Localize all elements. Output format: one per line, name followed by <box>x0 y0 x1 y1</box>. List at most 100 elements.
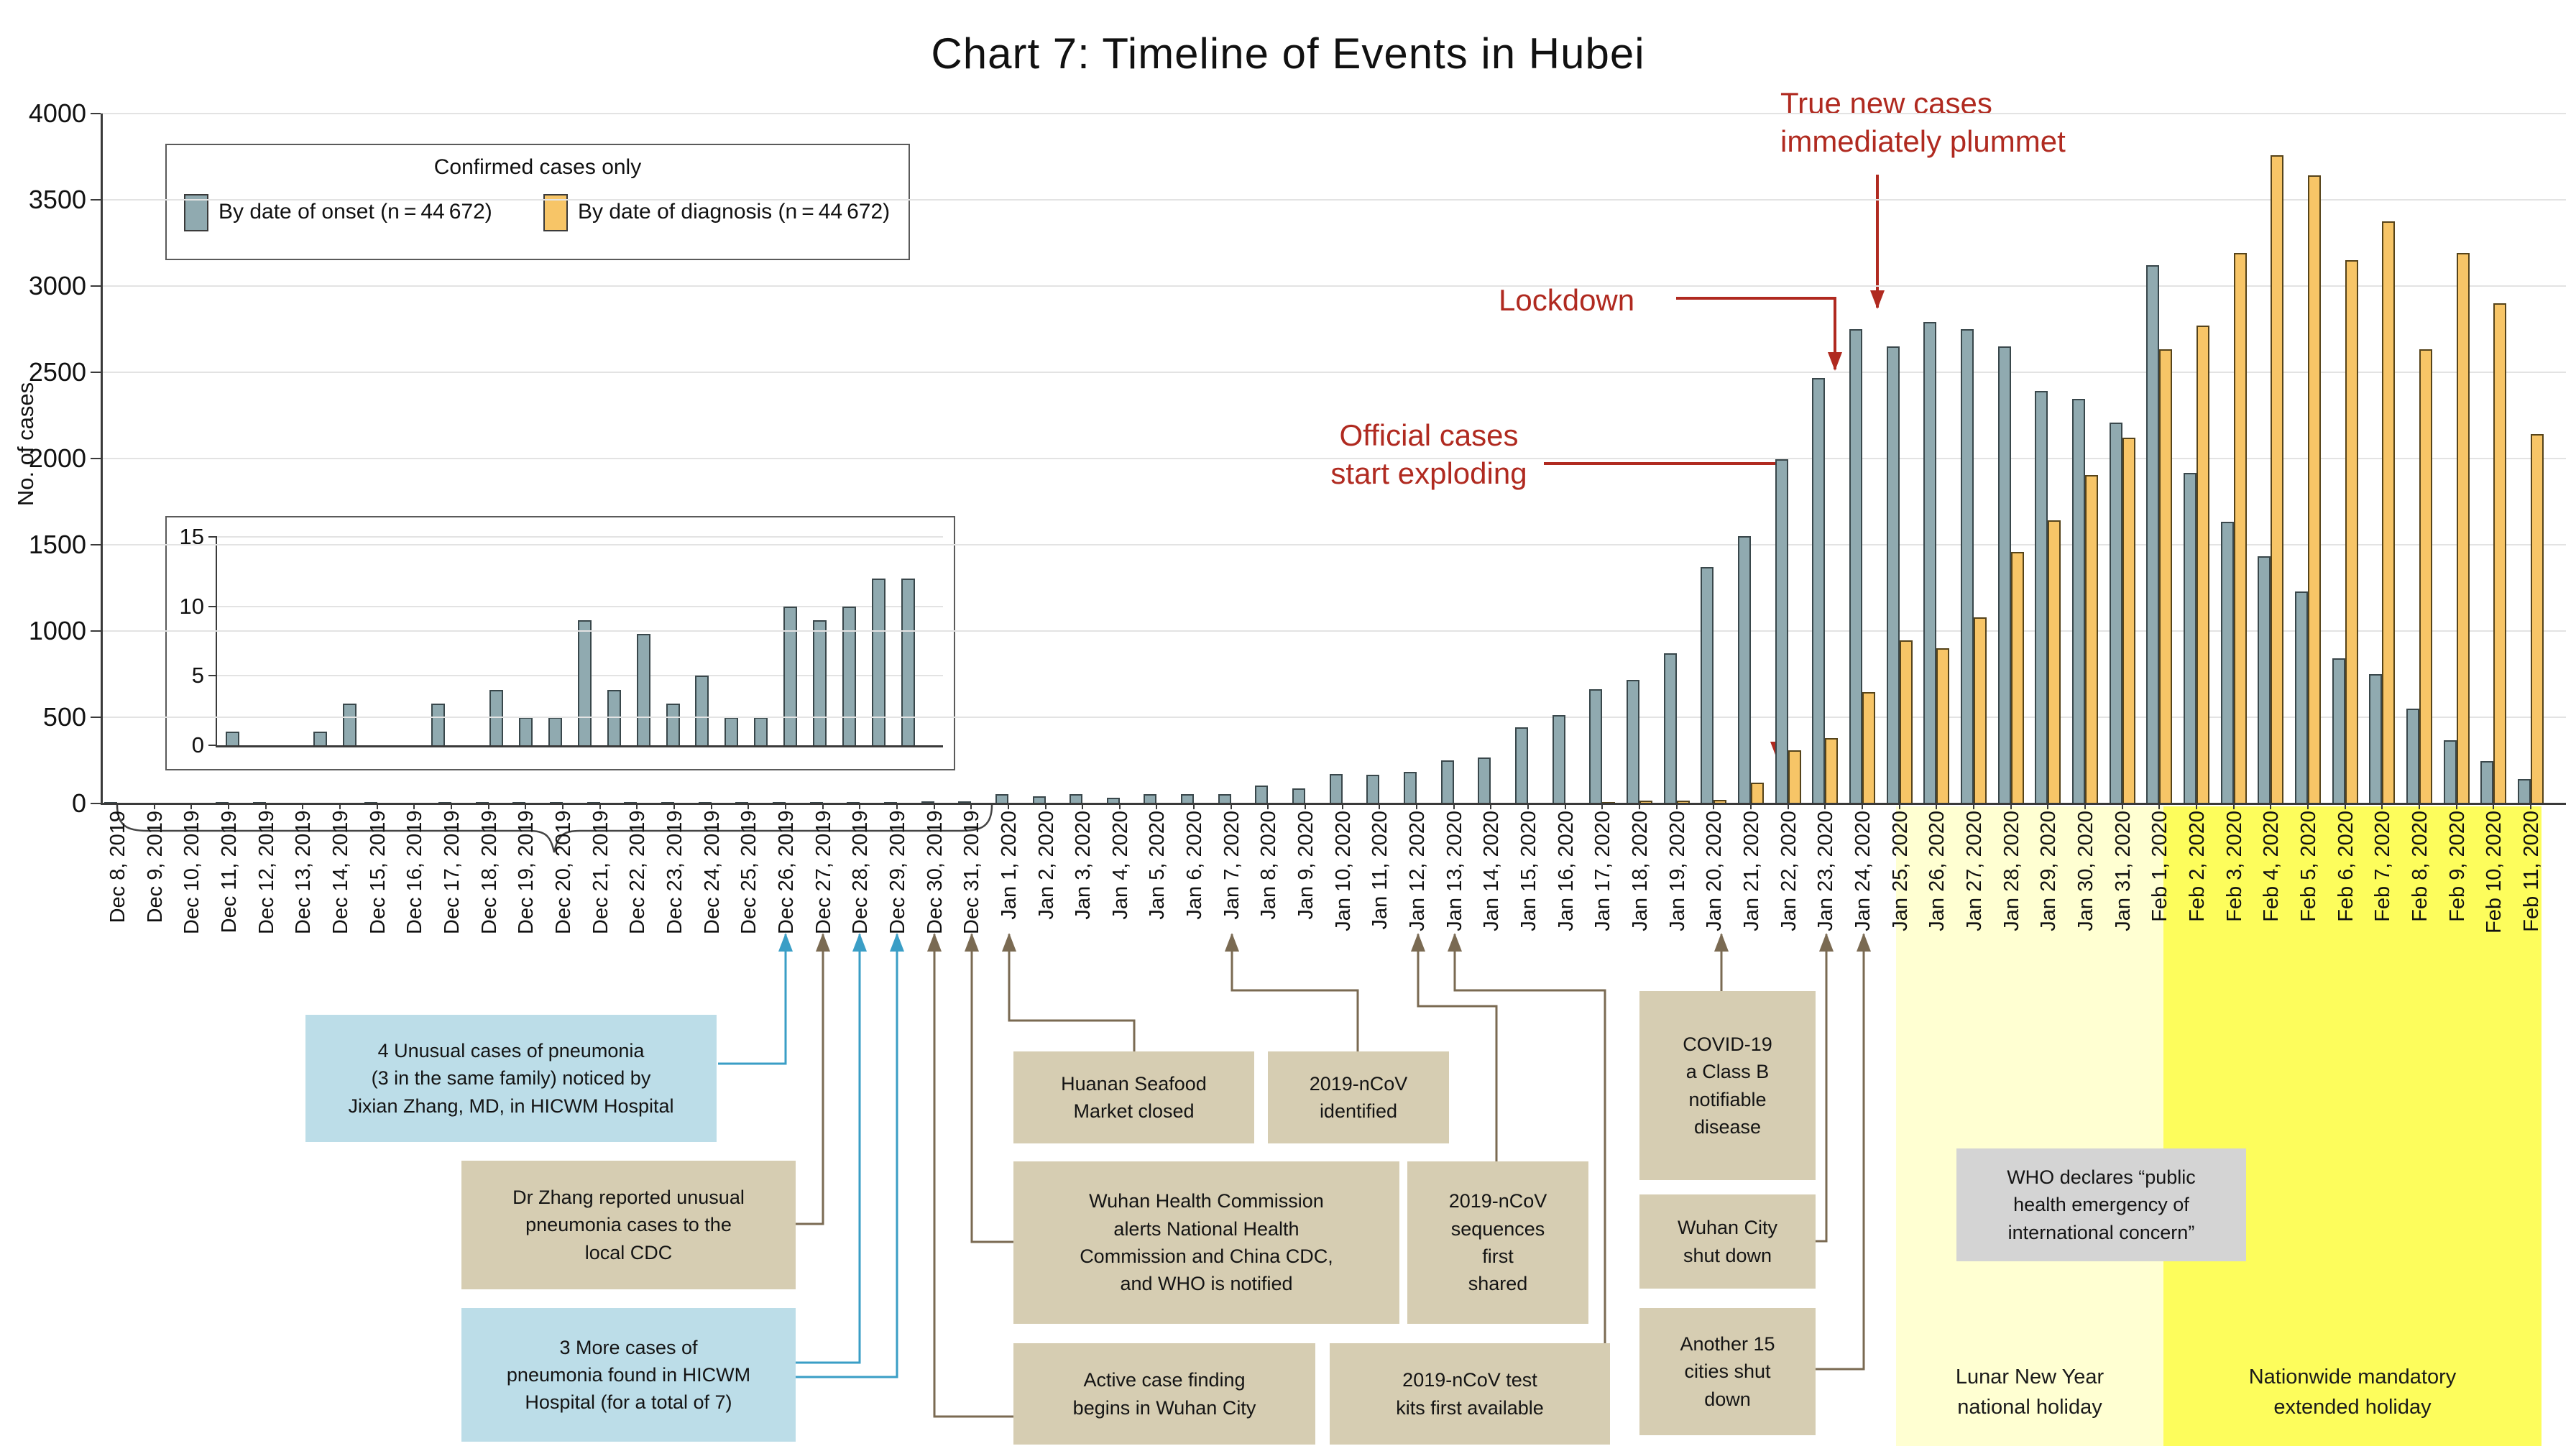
inset-gridline-15 <box>217 535 943 538</box>
inset-ylabel-5: 5 <box>191 663 204 689</box>
x-label-Jan 21, 2020: Jan 21, 2020 <box>1740 811 1764 931</box>
arrowhead-dec31-to-whc <box>965 933 979 952</box>
x-label-Jan 31, 2020: Jan 31, 2020 <box>2111 811 2135 931</box>
x-tick-Dec 25, 2019 <box>748 803 750 809</box>
x-label-Dec 13, 2019: Dec 13, 2019 <box>292 810 316 934</box>
x-tick-Feb 9, 2020 <box>2455 803 2457 809</box>
y-tick-label-1000: 1000 <box>28 616 86 645</box>
holiday-band-nationwide <box>2163 806 2542 1446</box>
x-label-Dec 30, 2019: Dec 30, 2019 <box>923 810 947 934</box>
y-tick-2500 <box>91 372 101 373</box>
x-label-Jan 8, 2020: Jan 8, 2020 <box>1257 811 1281 920</box>
bar-onset-Jan 15, 2020 <box>1515 727 1529 803</box>
x-tick-Jan 13, 2020 <box>1453 803 1455 809</box>
x-label-Dec 15, 2019: Dec 15, 2019 <box>366 810 390 934</box>
x-tick-Dec 23, 2019 <box>673 803 675 809</box>
x-label-Jan 5, 2020: Jan 5, 2020 <box>1146 811 1169 920</box>
x-tick-Dec 19, 2019 <box>525 803 527 809</box>
x-tick-Dec 9, 2019 <box>153 803 155 809</box>
x-label-Jan 28, 2020: Jan 28, 2020 <box>2000 811 2023 931</box>
box-drzhang: Dr Zhang reported unusual pneumonia cases… <box>461 1161 796 1289</box>
x-tick-Dec 29, 2019 <box>896 803 898 809</box>
bar-onset-Dec 27, 2019 <box>809 801 823 803</box>
y-gridline-1000 <box>101 630 2566 632</box>
x-label-Dec 12, 2019: Dec 12, 2019 <box>254 810 278 934</box>
arrowhead-jan7-to-ncovid <box>1225 933 1239 952</box>
inset-ylabel-0: 0 <box>191 732 204 757</box>
inset-bar-Dec 27 <box>783 606 798 745</box>
bar-diagnosis-Jan 29, 2020 <box>2048 520 2061 803</box>
arrowhead-jan23-to-wuhanshut <box>1819 933 1834 952</box>
x-label-Dec 8, 2019: Dec 8, 2019 <box>106 811 129 924</box>
inset-bar-Dec 19 <box>548 717 563 745</box>
bar-onset-Jan 8, 2020 <box>1255 786 1269 803</box>
arrowhead-plummet-arrow <box>1870 290 1885 309</box>
bar-onset-Jan 14, 2020 <box>1478 757 1491 803</box>
x-tick-Jan 25, 2020 <box>1898 803 1900 809</box>
x-tick-Dec 27, 2019 <box>822 803 824 809</box>
x-label-Dec 31, 2019: Dec 31, 2019 <box>960 810 984 934</box>
bar-onset-Jan 7, 2020 <box>1218 794 1231 803</box>
x-tick-Jan 29, 2020 <box>2047 803 2049 809</box>
bar-onset-Feb 1, 2020 <box>2146 265 2160 803</box>
inset-bar-Dec 25 <box>724 717 739 745</box>
box-15cities: Another 15 cities shut down <box>1639 1308 1816 1435</box>
x-tick-Feb 1, 2020 <box>2158 803 2161 809</box>
bar-onset-Jan 6, 2020 <box>1181 793 1195 803</box>
inset-bar-Dec 15 <box>431 703 445 745</box>
bar-onset-Jan 24, 2020 <box>1849 329 1863 803</box>
bar-diagnosis-Jan 23, 2020 <box>1825 737 1839 803</box>
y-tick-label-1500: 1500 <box>28 530 86 559</box>
x-tick-Feb 11, 2020 <box>2529 803 2531 809</box>
x-tick-Feb 2, 2020 <box>2195 803 2197 809</box>
arrowhead-jan12-to-sequences <box>1411 933 1425 952</box>
bar-onset-Jan 18, 2020 <box>1627 680 1640 803</box>
inset-bar-Dec 23 <box>666 703 680 745</box>
bar-onset-Jan 31, 2020 <box>2109 422 2122 803</box>
x-tick-Jan 10, 2020 <box>1341 803 1343 809</box>
x-tick-Jan 21, 2020 <box>1750 803 1752 809</box>
x-tick-Dec 8, 2019 <box>116 803 118 809</box>
x-label-Feb 1, 2020: Feb 1, 2020 <box>2148 811 2172 922</box>
bar-diagnosis-Jan 28, 2020 <box>2010 551 2024 803</box>
x-axis-line <box>101 803 2566 805</box>
x-tick-Dec 30, 2019 <box>933 803 935 809</box>
bar-onset-Jan 11, 2020 <box>1366 774 1380 803</box>
x-label-Jan 17, 2020: Jan 17, 2020 <box>1591 811 1615 931</box>
x-tick-Jan 5, 2020 <box>1156 803 1158 809</box>
connector-jan1-to-huanan <box>1008 934 1136 1052</box>
inset-ytick-10 <box>208 605 217 607</box>
x-tick-Feb 7, 2020 <box>2381 803 2383 809</box>
x-label-Dec 27, 2019: Dec 27, 2019 <box>811 810 835 934</box>
y-tick-0 <box>91 803 101 804</box>
x-label-Jan 27, 2020: Jan 27, 2020 <box>1963 811 1986 931</box>
bar-onset-Jan 22, 2020 <box>1775 459 1788 803</box>
inset-y-axis-line <box>216 537 217 745</box>
bar-onset-Jan 23, 2020 <box>1812 378 1826 803</box>
x-label-Jan 14, 2020: Jan 14, 2020 <box>1480 811 1504 931</box>
connector-jan7-to-ncovid <box>1230 934 1359 1052</box>
y-tick-label-4000: 4000 <box>28 98 86 128</box>
x-tick-Jan 15, 2020 <box>1527 803 1530 809</box>
bar-diagnosis-Feb 6, 2020 <box>2345 260 2358 803</box>
connector-dec26-to-4unusual <box>718 934 787 1065</box>
connector-jan23-to-wuhanshut <box>1816 934 1828 1243</box>
x-label-Dec 23, 2019: Dec 23, 2019 <box>663 810 686 934</box>
x-label-Jan 22, 2020: Jan 22, 2020 <box>1777 811 1800 931</box>
box-whc-alerts: Wuhan Health Commission alerts National H… <box>1013 1161 1399 1324</box>
x-tick-Jan 24, 2020 <box>1862 803 1864 809</box>
inset-bar-Dec 24 <box>695 676 709 745</box>
x-tick-Dec 10, 2019 <box>190 803 193 809</box>
x-tick-Jan 28, 2020 <box>2010 803 2012 809</box>
bar-onset-Feb 4, 2020 <box>2258 556 2271 803</box>
bar-diagnosis-Jan 24, 2020 <box>1862 692 1876 803</box>
holiday-label-lunar: Lunar New Year national holiday <box>1955 1366 2104 1419</box>
arrowhead-jan24-to-15cities <box>1857 933 1871 952</box>
y-tick-1500 <box>91 544 101 545</box>
x-tick-Jan 7, 2020 <box>1230 803 1232 809</box>
bar-onset-Dec 29, 2019 <box>883 801 897 803</box>
box-who-declares: WHO declares “public health emergency of i… <box>1956 1148 2246 1261</box>
x-label-Jan 19, 2020: Jan 19, 2020 <box>1665 811 1689 931</box>
x-tick-Feb 4, 2020 <box>2270 803 2272 809</box>
